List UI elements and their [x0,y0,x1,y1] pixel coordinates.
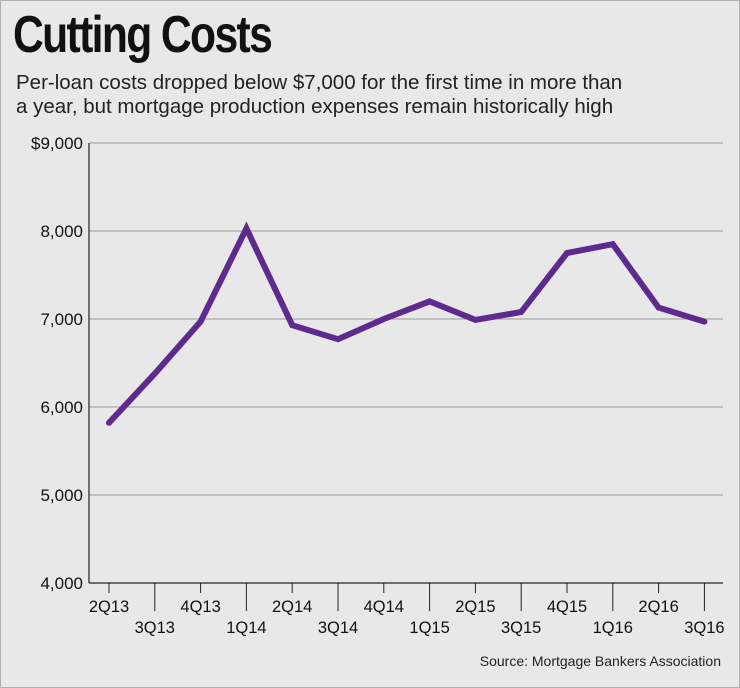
x-tick-label-3Q14: 3Q14 [318,619,358,637]
y-tick-label-2: 6,000 [40,398,83,417]
x-tick-label-3Q16: 3Q16 [684,619,724,637]
y-tick-label-3: 7,000 [40,310,83,329]
chart-title: Cutting Costs [13,6,273,64]
subtitle-line-1: Per-loan costs dropped below $7,000 for … [16,71,623,94]
x-tick-label-1Q14: 1Q14 [226,619,266,637]
x-tick-label-4Q13: 4Q13 [180,598,220,616]
x-tick-label-2Q14: 2Q14 [272,598,312,616]
series-line-0 [106,221,708,426]
x-tick-label-3Q15: 3Q15 [501,619,541,637]
y-tick-label-1: 5,000 [40,486,83,505]
subtitle-line-2: a year, but mortgage production expenses… [16,95,614,118]
x-tick-label-3Q13: 3Q13 [135,619,175,637]
x-tick-label-1Q15: 1Q15 [409,619,449,637]
x-tick-label-1Q16: 1Q16 [593,619,633,637]
x-tick-label-2Q13: 2Q13 [89,598,129,616]
chart-subtitle: Per-loan costs dropped below $7,000 for … [16,71,731,119]
y-tick-label-4: 8,000 [40,222,83,241]
y-tick-label-5: $9,000 [31,134,83,153]
x-tick-label-2Q15: 2Q15 [455,598,495,616]
x-tick-label-2Q16: 2Q16 [638,598,678,616]
x-tick-label-4Q15: 4Q15 [547,598,587,616]
x-tick-label-4Q14: 4Q14 [364,598,404,616]
source-note: Source: Mortgage Bankers Association [479,653,721,669]
y-tick-label-0: 4,000 [40,574,83,593]
